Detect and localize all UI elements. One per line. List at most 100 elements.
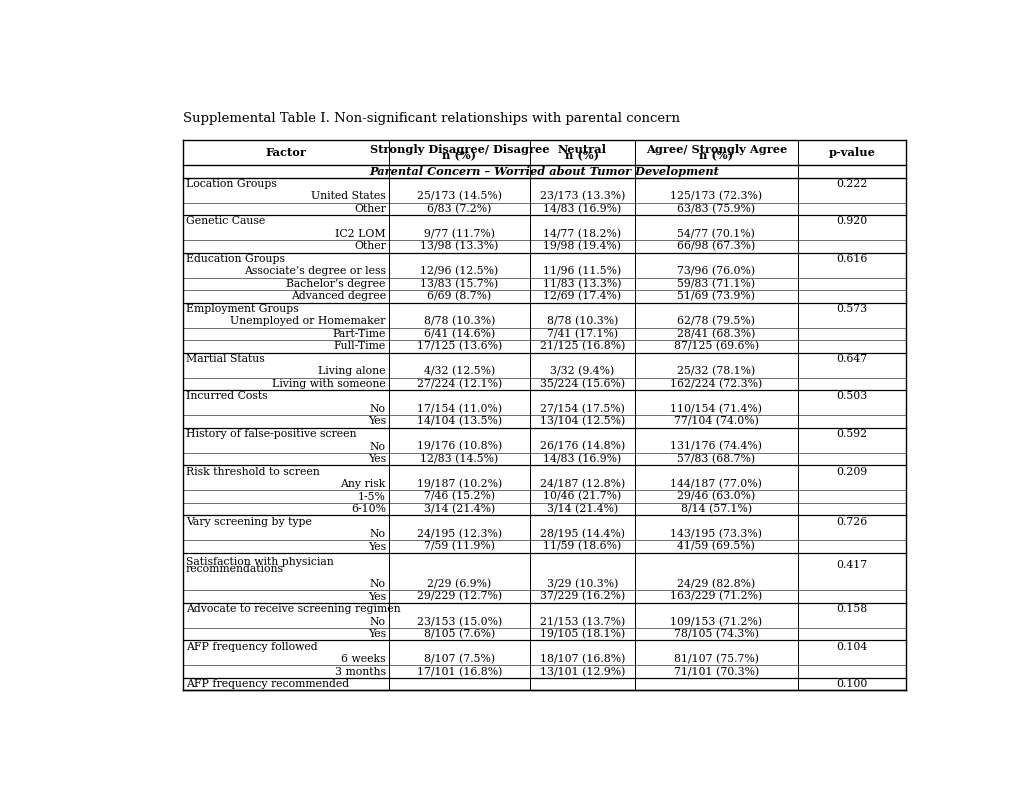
Text: 29/46 (63.0%): 29/46 (63.0%) <box>677 492 755 502</box>
Text: 63/83 (75.9%): 63/83 (75.9%) <box>677 204 755 214</box>
Text: 0.573: 0.573 <box>836 304 866 314</box>
Text: 12/83 (14.5%): 12/83 (14.5%) <box>420 454 498 464</box>
Text: 8/14 (57.1%): 8/14 (57.1%) <box>680 504 751 515</box>
Text: Advanced degree: Advanced degree <box>290 292 385 302</box>
Text: 62/78 (79.5%): 62/78 (79.5%) <box>677 316 754 326</box>
Text: 17/154 (11.0%): 17/154 (11.0%) <box>417 403 501 414</box>
Text: 8/105 (7.6%): 8/105 (7.6%) <box>424 629 494 639</box>
Text: Education Groups: Education Groups <box>185 254 284 264</box>
Text: Factor: Factor <box>265 147 306 158</box>
Text: Yes: Yes <box>367 417 385 426</box>
Text: 0.592: 0.592 <box>836 429 866 439</box>
Text: Genetic Cause: Genetic Cause <box>185 217 265 226</box>
Text: 110/154 (71.4%): 110/154 (71.4%) <box>669 403 761 414</box>
Text: 87/125 (69.6%): 87/125 (69.6%) <box>674 341 758 351</box>
Text: Vary screening by type: Vary screening by type <box>185 517 312 526</box>
Text: 0.920: 0.920 <box>836 217 867 226</box>
Text: 0.503: 0.503 <box>836 392 867 401</box>
Text: 6-10%: 6-10% <box>351 504 385 514</box>
Text: No: No <box>370 579 385 589</box>
Text: No: No <box>370 529 385 539</box>
Text: Bachelor’s degree: Bachelor’s degree <box>286 279 385 289</box>
Text: 27/224 (12.1%): 27/224 (12.1%) <box>417 379 501 389</box>
Text: 6 weeks: 6 weeks <box>341 654 385 664</box>
Text: 25/173 (14.5%): 25/173 (14.5%) <box>417 191 501 202</box>
Text: 13/98 (13.3%): 13/98 (13.3%) <box>420 241 498 251</box>
Text: 28/41 (68.3%): 28/41 (68.3%) <box>677 329 755 339</box>
Text: 21/153 (13.7%): 21/153 (13.7%) <box>539 616 625 626</box>
Text: 0.209: 0.209 <box>836 466 867 477</box>
Text: 3/29 (10.3%): 3/29 (10.3%) <box>546 579 618 589</box>
Text: 25/32 (78.1%): 25/32 (78.1%) <box>677 366 755 377</box>
Text: 7/41 (17.1%): 7/41 (17.1%) <box>546 329 618 339</box>
Text: No: No <box>370 404 385 414</box>
Text: Agree/ Strongly Agree: Agree/ Strongly Agree <box>645 143 786 154</box>
Text: 19/176 (10.8%): 19/176 (10.8%) <box>417 441 501 452</box>
Text: 24/195 (12.3%): 24/195 (12.3%) <box>417 529 501 539</box>
Text: 66/98 (67.3%): 66/98 (67.3%) <box>677 241 755 251</box>
Text: Other: Other <box>354 204 385 214</box>
Text: 4/32 (12.5%): 4/32 (12.5%) <box>424 366 494 377</box>
Text: 59/83 (71.1%): 59/83 (71.1%) <box>677 279 755 289</box>
Text: Associate’s degree or less: Associate’s degree or less <box>244 266 385 277</box>
Text: 0.158: 0.158 <box>836 604 867 614</box>
Text: Unemployed or Homemaker: Unemployed or Homemaker <box>230 317 385 326</box>
Text: 12/69 (17.4%): 12/69 (17.4%) <box>543 292 621 302</box>
Text: Supplemental Table I. Non-significant relationships with parental concern: Supplemental Table I. Non-significant re… <box>182 112 680 125</box>
Text: 125/173 (72.3%): 125/173 (72.3%) <box>669 191 761 202</box>
Text: 27/154 (17.5%): 27/154 (17.5%) <box>539 403 625 414</box>
Text: 14/77 (18.2%): 14/77 (18.2%) <box>543 229 621 239</box>
Text: Employment Groups: Employment Groups <box>185 304 299 314</box>
Text: 19/187 (10.2%): 19/187 (10.2%) <box>417 479 501 489</box>
Text: 81/107 (75.7%): 81/107 (75.7%) <box>674 654 758 664</box>
Text: 57/83 (68.7%): 57/83 (68.7%) <box>677 454 755 464</box>
Text: n (%): n (%) <box>699 151 733 162</box>
Text: History of false-positive screen: History of false-positive screen <box>185 429 357 439</box>
Text: 6/69 (8.7%): 6/69 (8.7%) <box>427 292 491 302</box>
Text: 71/101 (70.3%): 71/101 (70.3%) <box>673 667 758 677</box>
Text: 11/59 (18.6%): 11/59 (18.6%) <box>543 541 621 552</box>
Text: 0.726: 0.726 <box>836 517 867 526</box>
Text: 3/32 (9.4%): 3/32 (9.4%) <box>550 366 614 377</box>
Text: 14/104 (13.5%): 14/104 (13.5%) <box>417 416 501 426</box>
Text: 51/69 (73.9%): 51/69 (73.9%) <box>677 292 754 302</box>
Text: 17/125 (13.6%): 17/125 (13.6%) <box>417 341 501 351</box>
Text: 9/77 (11.7%): 9/77 (11.7%) <box>424 229 494 239</box>
Text: 163/229 (71.2%): 163/229 (71.2%) <box>669 592 761 602</box>
Text: 7/46 (15.2%): 7/46 (15.2%) <box>424 492 494 502</box>
Text: 14/83 (16.9%): 14/83 (16.9%) <box>543 454 621 464</box>
Text: 11/83 (13.3%): 11/83 (13.3%) <box>543 279 622 289</box>
Text: 17/101 (16.8%): 17/101 (16.8%) <box>417 667 501 677</box>
Text: Yes: Yes <box>367 541 385 552</box>
Text: 0.417: 0.417 <box>836 560 866 571</box>
Text: 24/187 (12.8%): 24/187 (12.8%) <box>539 479 625 489</box>
Text: 3/14 (21.4%): 3/14 (21.4%) <box>424 504 494 515</box>
Text: 23/153 (15.0%): 23/153 (15.0%) <box>417 616 501 626</box>
Text: 143/195 (73.3%): 143/195 (73.3%) <box>669 529 761 539</box>
Text: Any risk: Any risk <box>340 479 385 489</box>
Text: 131/176 (74.4%): 131/176 (74.4%) <box>669 441 761 452</box>
Text: 54/77 (70.1%): 54/77 (70.1%) <box>677 229 754 239</box>
Text: 11/96 (11.5%): 11/96 (11.5%) <box>543 266 621 277</box>
Text: AFP frequency followed: AFP frequency followed <box>185 641 317 652</box>
Text: AFP frequency recommended: AFP frequency recommended <box>185 679 348 690</box>
Text: 144/187 (77.0%): 144/187 (77.0%) <box>669 479 761 489</box>
Text: 13/104 (12.5%): 13/104 (12.5%) <box>539 416 625 426</box>
Text: Martial Status: Martial Status <box>185 354 265 364</box>
Text: Other: Other <box>354 241 385 251</box>
Text: Location Groups: Location Groups <box>185 179 276 189</box>
Text: 6/83 (7.2%): 6/83 (7.2%) <box>427 204 491 214</box>
Text: 1-5%: 1-5% <box>358 492 385 501</box>
Text: 7/59 (11.9%): 7/59 (11.9%) <box>424 541 494 552</box>
Text: 13/101 (12.9%): 13/101 (12.9%) <box>539 667 625 677</box>
Text: 77/104 (74.0%): 77/104 (74.0%) <box>674 416 758 426</box>
Text: 6/41 (14.6%): 6/41 (14.6%) <box>424 329 494 339</box>
Text: No: No <box>370 616 385 626</box>
Text: 0.222: 0.222 <box>836 179 867 189</box>
Text: 24/29 (82.8%): 24/29 (82.8%) <box>677 579 755 589</box>
Text: 10/46 (21.7%): 10/46 (21.7%) <box>543 492 621 502</box>
Text: Strongly Disagree/ Disagree: Strongly Disagree/ Disagree <box>370 143 548 154</box>
Text: 41/59 (69.5%): 41/59 (69.5%) <box>677 541 754 552</box>
Text: 18/107 (16.8%): 18/107 (16.8%) <box>539 654 625 664</box>
Text: 29/229 (12.7%): 29/229 (12.7%) <box>417 592 501 602</box>
